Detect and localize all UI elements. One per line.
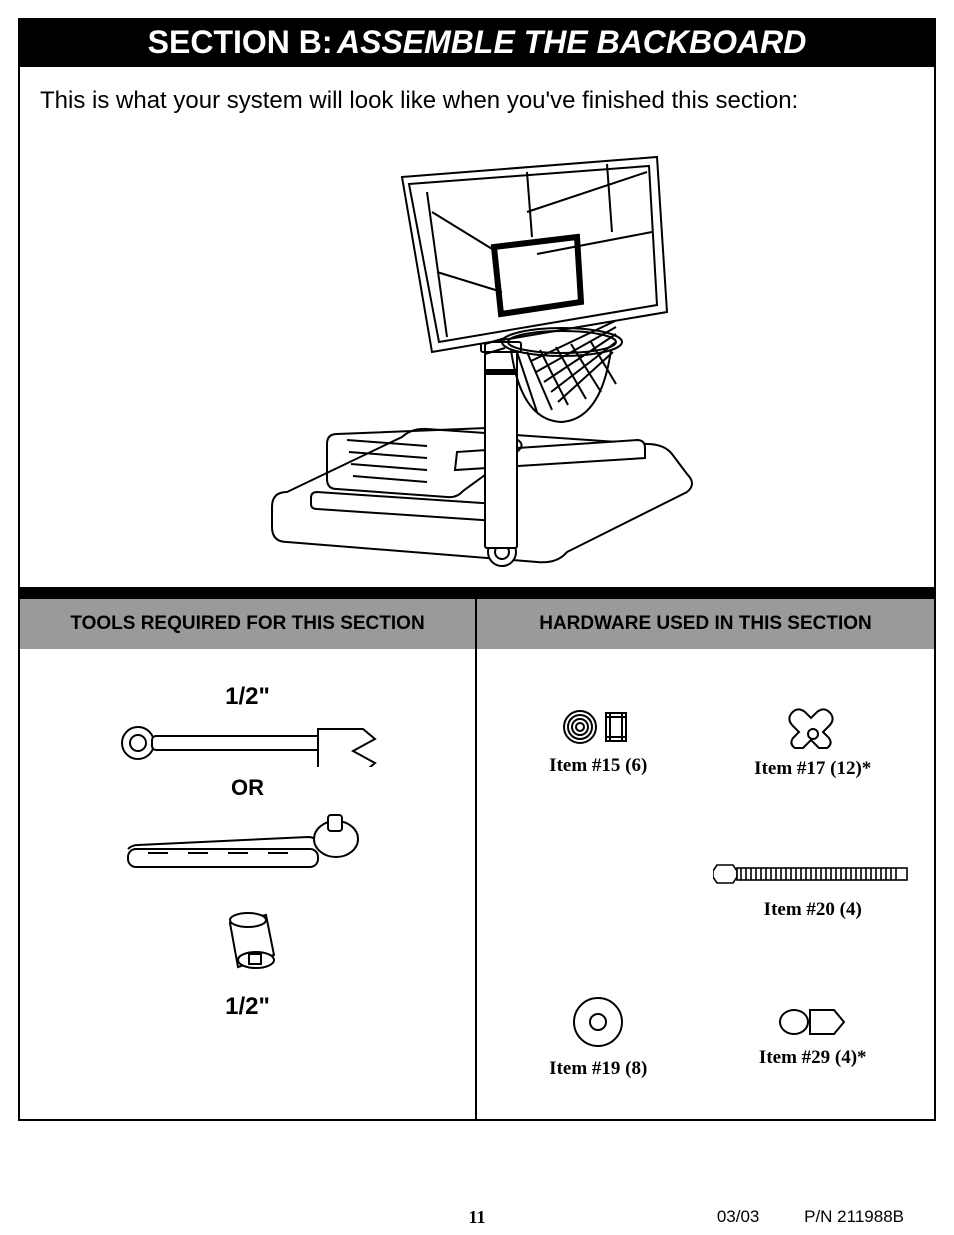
section-prefix: SECTION B: [148, 24, 333, 60]
washer-icon [570, 994, 626, 1050]
socket-icon [208, 905, 288, 985]
footer-part-number: P/N 211988B [804, 1207, 904, 1226]
hardware-item-15: Item #15 (6) [497, 671, 700, 812]
hardware-label-17: Item #17 (12)* [754, 758, 871, 780]
cap-nut-icon [778, 1005, 848, 1039]
intro-text: This is what your system will look like … [20, 67, 934, 127]
tools-hardware-row: TOOLS REQUIRED FOR THIS SECTION 1/2" OR [20, 599, 934, 1119]
section-header: SECTION B: ASSEMBLE THE BACKBOARD [20, 20, 934, 67]
hoop-system-icon [227, 142, 727, 572]
page-frame: SECTION B: ASSEMBLE THE BACKBOARD This i… [18, 18, 936, 1121]
hardware-item-17: Item #17 (12)* [712, 671, 915, 812]
page-number: 11 [468, 1207, 485, 1228]
socket-size-bottom: 1/2" [225, 993, 270, 1021]
hardware-header: HARDWARE USED IN THIS SECTION [477, 599, 934, 649]
section-title: ASSEMBLE THE BACKBOARD [337, 24, 806, 60]
hardware-empty [497, 819, 700, 960]
hardware-label-15: Item #15 (6) [549, 755, 647, 777]
or-label: OR [231, 775, 264, 801]
lock-nut-icon [558, 707, 638, 747]
wrench-icon [118, 719, 378, 767]
ratchet-icon [118, 809, 378, 879]
hardware-item-19: Item #19 (8) [497, 966, 700, 1107]
hardware-label-19: Item #19 (8) [549, 1058, 647, 1080]
hardware-item-20: Item #20 (4) [712, 819, 915, 960]
hero-illustration [20, 127, 934, 587]
hardware-column: HARDWARE USED IN THIS SECTION Item #15 (… [477, 599, 934, 1119]
bolt-icon [713, 857, 913, 891]
hardware-item-29: Item #29 (4)* [712, 966, 915, 1107]
section-divider [20, 587, 934, 599]
hardware-body: Item #15 (6) Item #17 (12)* [477, 649, 934, 1119]
hardware-label-20: Item #20 (4) [764, 899, 862, 921]
tools-body: 1/2" OR [20, 649, 477, 1119]
tools-header: TOOLS REQUIRED FOR THIS SECTION [20, 599, 477, 649]
clip-icon [783, 704, 843, 750]
tools-column: TOOLS REQUIRED FOR THIS SECTION 1/2" OR [20, 599, 477, 1119]
wrench-size-top: 1/2" [225, 683, 270, 711]
footer-date: 03/03 [717, 1207, 760, 1226]
hardware-label-29: Item #29 (4)* [759, 1047, 867, 1069]
